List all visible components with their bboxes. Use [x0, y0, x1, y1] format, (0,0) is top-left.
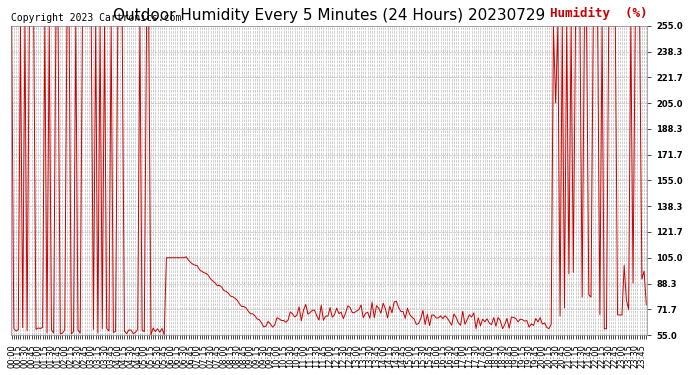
Text: Copyright 2023 Cartronics.com: Copyright 2023 Cartronics.com [10, 13, 181, 23]
Text: Humidity  (%): Humidity (%) [550, 6, 647, 20]
Title: Outdoor Humidity Every 5 Minutes (24 Hours) 20230729: Outdoor Humidity Every 5 Minutes (24 Hou… [113, 8, 545, 23]
